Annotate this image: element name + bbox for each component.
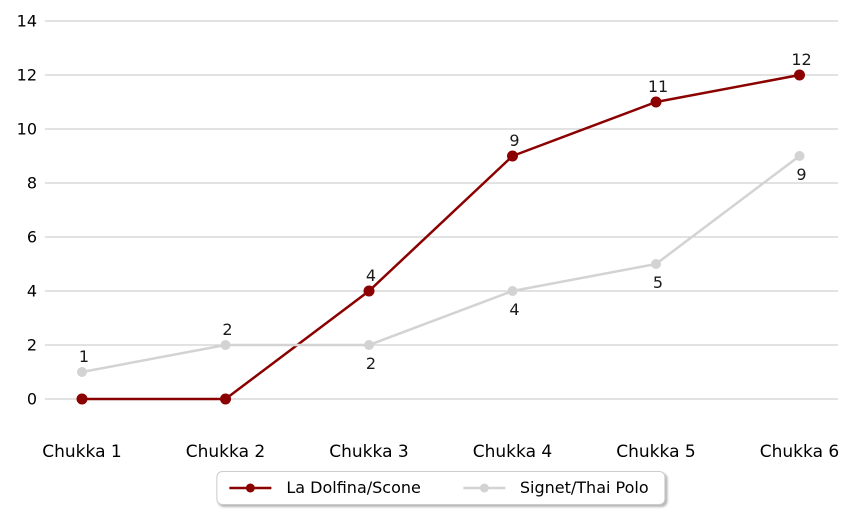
data-point-label: 4 [366,266,376,285]
y-tick-label: 12 [17,66,37,85]
data-point-label: 5 [653,273,663,292]
data-point-marker [650,96,662,108]
series-line-1 [81,155,801,374]
chart-legend: La Dolfina/Scone Signet/Thai Polo [216,471,666,506]
data-point-marker [507,286,518,296]
legend-item-signet-thai-polo: Signet/Thai Polo [461,478,649,497]
data-point-label: 1 [79,347,89,366]
y-tick-label: 2 [27,336,37,355]
data-point-marker [220,393,231,405]
data-point-marker [220,340,231,350]
data-point-label: 12 [791,50,811,69]
legend-marker-signet-thai-polo-icon [462,483,505,493]
data-point-marker [794,69,805,81]
x-tick-label: Chukka 5 [616,442,695,462]
data-point-marker [363,285,375,297]
legend-label-signet-thai-polo: Signet/Thai Polo [519,478,649,497]
data-point-marker [77,367,87,377]
data-point-label: 2 [222,320,232,339]
x-tick-label: Chukka 6 [760,442,839,462]
data-point-label: 11 [648,77,668,96]
y-tick-label: 8 [27,174,37,193]
data-point-label: 4 [509,300,519,319]
y-tick-label: 10 [17,120,37,139]
data-point-marker [507,150,518,162]
x-tick-label: Chukka 4 [473,442,552,462]
y-tick-label: 14 [17,12,37,31]
series-line-0 [82,73,800,401]
data-point-label: 9 [509,131,519,150]
x-tick-label: Chukka 3 [329,442,408,462]
data-point-label: 2 [366,354,376,373]
x-tick-label: Chukka 1 [42,442,121,462]
data-point-marker [651,259,661,269]
data-point-marker [76,393,88,405]
data-point-marker [364,340,374,350]
legend-label-la-dolfina-scone: La Dolfina/Scone [286,478,421,497]
data-point-marker [794,151,805,161]
data-point-label: 9 [796,165,806,184]
x-tick-label: Chukka 2 [186,442,265,462]
legend-marker-la-dolfina-scone-icon [229,483,272,493]
legend-item-la-dolfina-scone: La Dolfina/Scone [227,478,421,497]
y-tick-label: 0 [27,390,37,409]
y-tick-label: 6 [27,228,37,247]
y-tick-label: 4 [27,282,37,301]
